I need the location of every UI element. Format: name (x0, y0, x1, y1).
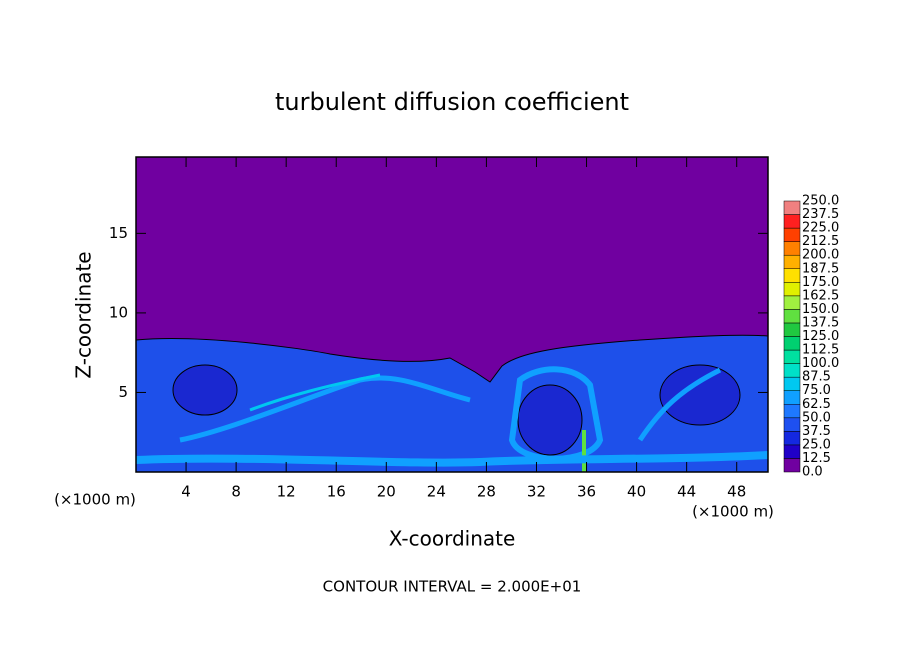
colorbar-label: 62.5 (802, 397, 831, 412)
colorbar-label: 50.0 (802, 410, 831, 425)
x-unit: (×1000 m) (692, 503, 774, 521)
colorbar-cell (783, 444, 801, 459)
colorbar-cell (783, 309, 801, 324)
y-tick-label: 5 (118, 383, 128, 401)
colorbar-label: 112.5 (802, 343, 839, 358)
colorbar-label: 25.0 (802, 437, 831, 452)
colorbar-label: 125.0 (802, 329, 839, 344)
colorbar-cell (783, 417, 801, 432)
colorbar-cell (783, 268, 801, 283)
x-tick-label: 28 (477, 483, 496, 501)
colorbar-cell (783, 336, 801, 351)
annotation: CONTOUR INTERVAL = 2.000E+01 (323, 578, 582, 596)
colorbar-label: 200.0 (802, 248, 839, 263)
field-region (637, 367, 722, 442)
x-tick-label: 20 (377, 483, 396, 501)
plot-frame (135, 156, 769, 473)
colorbar-cell (783, 241, 801, 256)
colorbar-label: 175.0 (802, 275, 839, 290)
colorbar-label: 237.5 (802, 207, 839, 222)
colorbar-label: 225.0 (802, 221, 839, 236)
colorbar-cell (783, 458, 801, 473)
field-region (517, 384, 583, 456)
colorbar-cell (783, 282, 801, 297)
x-axis-title: X-coordinate (389, 527, 516, 551)
colorbar-label: 0.0 (802, 465, 823, 480)
colorbar-cell (783, 322, 801, 337)
field-region (249, 373, 381, 412)
field-region (179, 375, 471, 443)
x-tick-label: 44 (677, 483, 696, 501)
field-region (582, 430, 586, 472)
y-tick-label: 15 (109, 224, 128, 242)
colorbar-label: 87.5 (802, 370, 831, 385)
x-tick-label: 12 (277, 483, 296, 501)
contour-field (135, 157, 769, 473)
colorbar-cell (783, 295, 801, 310)
colorbar-cell (783, 214, 801, 229)
x-tick-label: 8 (231, 483, 241, 501)
y-axis-title: Z-coordinate (72, 251, 96, 378)
colorbar-cell (783, 200, 801, 215)
colorbar-label: 75.0 (802, 383, 831, 398)
colorbar-label: 12.5 (802, 451, 831, 466)
colorbar-cell (783, 404, 801, 419)
x-unit: (×1000 m) (54, 491, 136, 509)
colorbar-label: 150.0 (802, 302, 839, 317)
x-tick-label: 4 (181, 483, 191, 501)
chart-title: turbulent diffusion coefficient (275, 88, 629, 116)
x-tick-label: 32 (527, 483, 546, 501)
colorbar-cell (783, 227, 801, 242)
field-region (172, 364, 238, 416)
y-tick-label: 10 (109, 303, 128, 321)
field-region (659, 364, 741, 426)
x-tick-label: 40 (627, 483, 646, 501)
colorbar-label: 100.0 (802, 356, 839, 371)
field-region (135, 451, 769, 467)
colorbar-cell (783, 254, 801, 269)
colorbar-cell (783, 363, 801, 378)
colorbar-label: 37.5 (802, 424, 831, 439)
x-tick-label: 16 (327, 483, 346, 501)
colorbar-label: 250.0 (802, 194, 839, 209)
colorbar-label: 187.5 (802, 261, 839, 276)
colorbar-cell (783, 390, 801, 405)
x-tick-label: 24 (427, 483, 446, 501)
x-tick-label: 48 (727, 483, 746, 501)
colorbar-cell (783, 431, 801, 446)
colorbar-cell (783, 376, 801, 391)
x-tick-label: 36 (577, 483, 596, 501)
colorbar-label: 162.5 (802, 288, 839, 303)
colorbar-label: 212.5 (802, 234, 839, 249)
field-region (508, 366, 604, 462)
colorbar-label: 137.5 (802, 315, 839, 330)
field-region (135, 334, 769, 473)
colorbar-cell (783, 349, 801, 364)
